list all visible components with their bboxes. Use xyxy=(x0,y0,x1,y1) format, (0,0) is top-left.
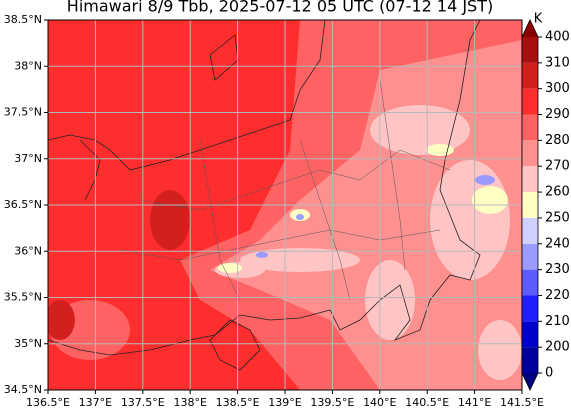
colorbar-band xyxy=(522,243,538,270)
colorbar-band xyxy=(522,269,538,296)
colorbar-band xyxy=(522,114,538,141)
colorbar-label: 200 xyxy=(545,340,570,355)
colorbar-label: 310 xyxy=(545,55,570,70)
y-tick-label: 35.5°N xyxy=(4,291,42,304)
colorbar-band xyxy=(522,347,538,373)
colorbar-band xyxy=(522,321,538,348)
colorbar-label: 270 xyxy=(545,159,570,174)
x-tick-label: 140.5°E xyxy=(405,396,449,409)
colorbar-label: 280 xyxy=(545,133,570,148)
colorbar-label: 240 xyxy=(545,236,570,251)
x-tick-label: 137°E xyxy=(79,396,112,409)
colorbar-band xyxy=(522,62,538,89)
y-tick-label: 36°N xyxy=(14,244,42,257)
colorbar-band xyxy=(522,192,538,218)
colorbar-band xyxy=(522,217,538,244)
colorbar-label: 260 xyxy=(545,185,570,200)
colorbar-band xyxy=(522,37,538,63)
colorbar-band xyxy=(522,295,538,322)
colorbar-label: 220 xyxy=(545,288,570,303)
colorbar-band xyxy=(522,166,538,193)
y-tick-label: 38°N xyxy=(14,59,42,72)
colorbar-label: 400 xyxy=(545,30,570,45)
colorbar-label: 0 xyxy=(545,366,553,381)
colorbar-label: 210 xyxy=(545,314,570,329)
colorbar-label: 230 xyxy=(545,262,570,277)
y-tick-label: 34.5°N xyxy=(4,383,42,396)
x-tick-label: 141.5°E xyxy=(500,396,544,409)
y-tick-label: 36.5°N xyxy=(4,198,42,211)
colorbar-over xyxy=(522,20,538,37)
x-tick-label: 139°E xyxy=(268,396,301,409)
colorbar-label: 300 xyxy=(545,81,570,96)
x-tick-label: 141°E xyxy=(458,396,491,409)
colorbar-band xyxy=(522,140,538,167)
colorbar-label: 250 xyxy=(545,210,570,225)
colorbar-label: 290 xyxy=(545,107,570,122)
x-tick-label: 137.5°E xyxy=(121,396,165,409)
y-tick-label: 35°N xyxy=(14,337,42,350)
x-tick-label: 139.5°E xyxy=(310,396,354,409)
y-tick-label: 38.5°N xyxy=(4,13,42,26)
y-tick-label: 37.5°N xyxy=(4,106,42,119)
colorbar-band xyxy=(522,88,538,115)
x-tick-label: 138.5°E xyxy=(216,396,260,409)
x-tick-label: 136.5°E xyxy=(26,396,70,409)
colorbar-unit: K xyxy=(534,12,543,27)
map-title: Himawari 8/9 Tbb, 2025-07-12 05 UTC (07-… xyxy=(67,0,493,16)
x-tick-label: 140°E xyxy=(363,396,396,409)
y-tick-label: 37°N xyxy=(14,152,42,165)
colorbar-under xyxy=(522,373,538,390)
x-tick-label: 138°E xyxy=(173,396,206,409)
